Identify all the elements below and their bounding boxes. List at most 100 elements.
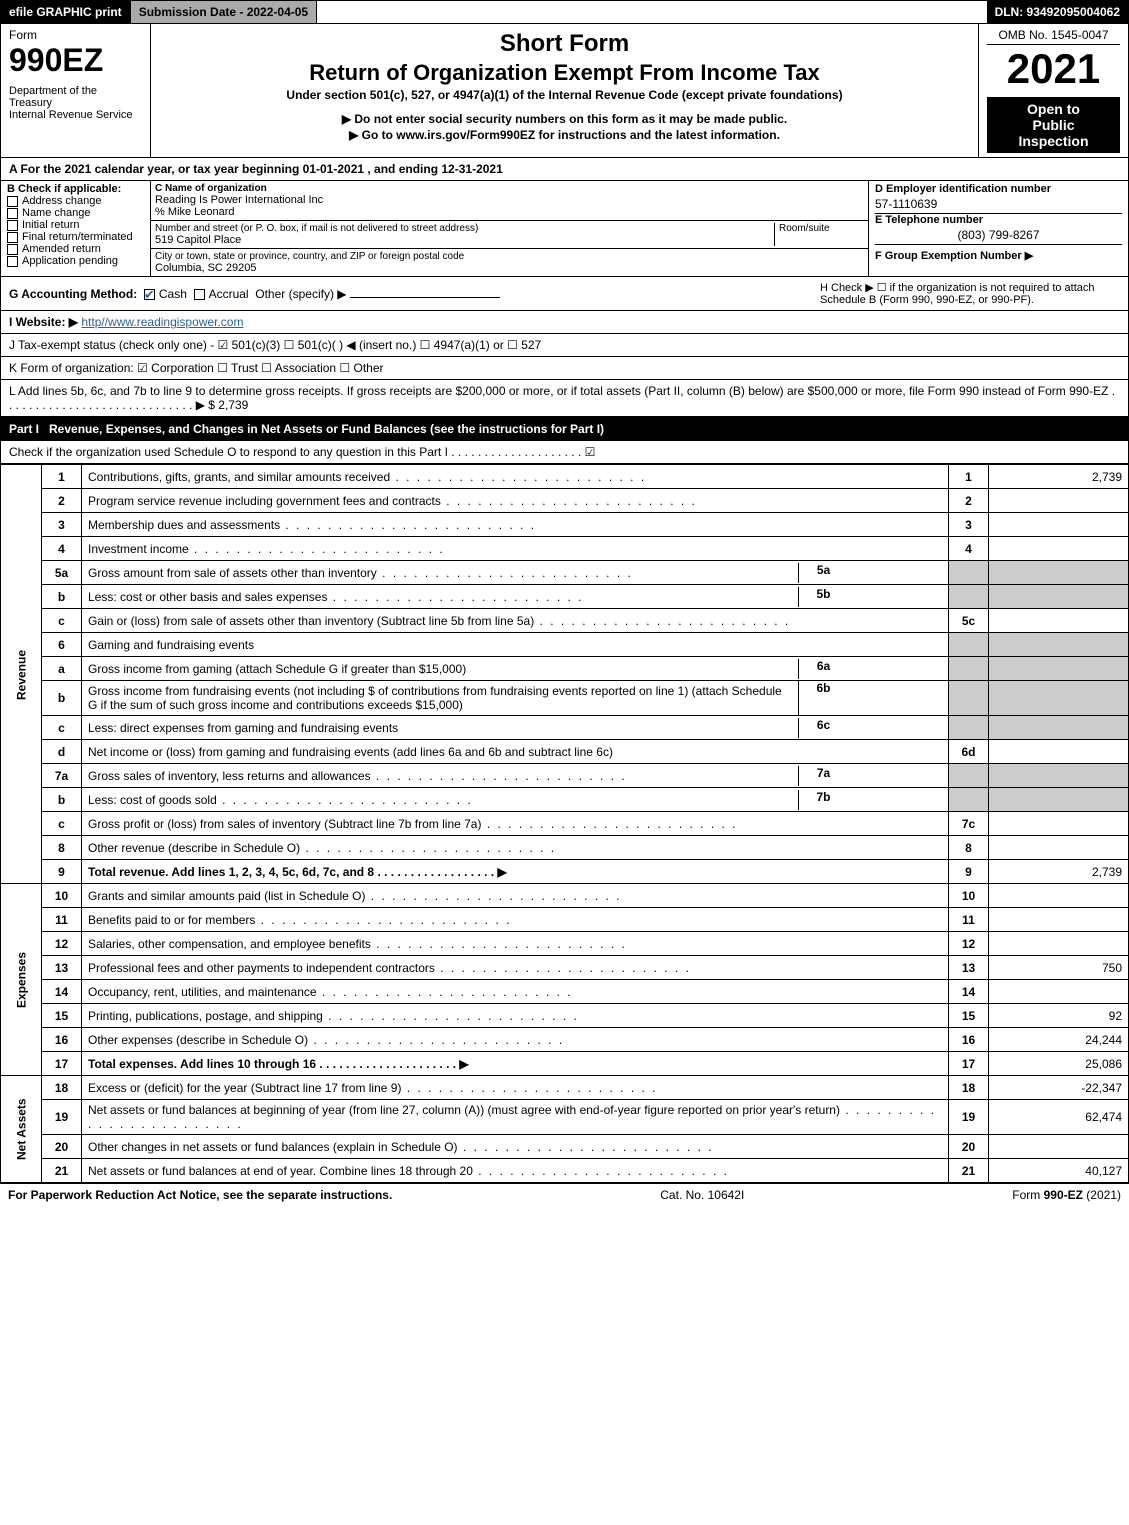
line-5a-wrap: Gross amount from sale of assets other t… bbox=[82, 561, 949, 585]
line-19-rn: 19 bbox=[949, 1100, 989, 1135]
line-16-amt: 24,244 bbox=[989, 1028, 1129, 1052]
line-5a-num: 5a bbox=[42, 561, 82, 585]
cb-name-change[interactable]: Name change bbox=[7, 207, 144, 219]
goto-link[interactable]: ▶ Go to www.irs.gov/Form990EZ for instru… bbox=[159, 128, 970, 142]
website-link[interactable]: http//www.readingispower.com bbox=[81, 315, 243, 329]
cb-final-return[interactable]: Final return/terminated bbox=[7, 231, 144, 243]
label-group-exemption: F Group Exemption Number ▶ bbox=[875, 245, 1122, 262]
cb-address-change[interactable]: Address change bbox=[7, 195, 144, 207]
form-number: 990EZ bbox=[9, 42, 142, 79]
line-5b-wrap: Less: cost or other basis and sales expe… bbox=[82, 585, 949, 609]
footer-left: For Paperwork Reduction Act Notice, see … bbox=[8, 1188, 392, 1202]
line-14-num: 14 bbox=[42, 980, 82, 1004]
line-5b-sn: 5b bbox=[798, 587, 848, 607]
line-6c-num: c bbox=[42, 716, 82, 740]
dept-line2: Internal Revenue Service bbox=[9, 109, 142, 121]
efile-print-btn[interactable]: efile GRAPHIC print bbox=[1, 1, 131, 23]
open-line1: Open to bbox=[991, 101, 1116, 117]
line-1-desc: Contributions, gifts, grants, and simila… bbox=[82, 465, 949, 489]
line-5b-rn bbox=[949, 585, 989, 609]
line-18-amt: -22,347 bbox=[989, 1076, 1129, 1100]
line-18-desc: Excess or (deficit) for the year (Subtra… bbox=[82, 1076, 949, 1100]
line-5b-desc: Less: cost or other basis and sales expe… bbox=[88, 590, 584, 604]
revenue-vlabel: Revenue bbox=[1, 465, 42, 884]
form-header: Form 990EZ Department of the Treasury In… bbox=[0, 24, 1129, 158]
line-3-num: 3 bbox=[42, 513, 82, 537]
line-6d-rn: 6d bbox=[949, 740, 989, 764]
line-15-amt: 92 bbox=[989, 1004, 1129, 1028]
cb-application-pending[interactable]: Application pending bbox=[7, 255, 144, 267]
line-6c-wrap: Less: direct expenses from gaming and fu… bbox=[82, 716, 949, 740]
page-footer: For Paperwork Reduction Act Notice, see … bbox=[0, 1183, 1129, 1206]
line-10-desc: Grants and similar amounts paid (list in… bbox=[82, 884, 949, 908]
line-15-rn: 15 bbox=[949, 1004, 989, 1028]
ein: 57-1110639 bbox=[875, 195, 1122, 214]
cb-amended-return[interactable]: Amended return bbox=[7, 243, 144, 255]
line-6b-wrap: Gross income from fundraising events (no… bbox=[82, 681, 949, 716]
line-10-num: 10 bbox=[42, 884, 82, 908]
section-g-label: G Accounting Method: bbox=[9, 287, 137, 301]
line-11-amt bbox=[989, 908, 1129, 932]
line-18-rn: 18 bbox=[949, 1076, 989, 1100]
line-13-amt: 750 bbox=[989, 956, 1129, 980]
line-6-desc: Gaming and fundraising events bbox=[82, 633, 949, 657]
line-4-desc: Investment income bbox=[82, 537, 949, 561]
line-18-num: 18 bbox=[42, 1076, 82, 1100]
line-1-rn: 1 bbox=[949, 465, 989, 489]
line-5a-rn bbox=[949, 561, 989, 585]
line-4-num: 4 bbox=[42, 537, 82, 561]
line-7b-samt bbox=[848, 790, 948, 810]
line-6-amt bbox=[989, 633, 1129, 657]
line-15-num: 15 bbox=[42, 1004, 82, 1028]
line-5b-samt bbox=[848, 587, 948, 607]
open-public-inspection: Open to Public Inspection bbox=[987, 97, 1120, 153]
cb-accrual[interactable] bbox=[194, 289, 205, 300]
room-suite-label: Room/suite bbox=[774, 223, 864, 246]
cb-initial-return[interactable]: Initial return bbox=[7, 219, 144, 231]
line-6d-amt bbox=[989, 740, 1129, 764]
line-6c-rn bbox=[949, 716, 989, 740]
line-21-amt: 40,127 bbox=[989, 1159, 1129, 1183]
other-label: Other (specify) ▶ bbox=[255, 287, 346, 301]
line-12-amt bbox=[989, 932, 1129, 956]
section-i: I Website: ▶ http//www.readingispower.co… bbox=[0, 310, 1129, 334]
line-12-rn: 12 bbox=[949, 932, 989, 956]
line-9-amt: 2,739 bbox=[989, 860, 1129, 884]
line-6a-wrap: Gross income from gaming (attach Schedul… bbox=[82, 657, 949, 681]
part1-check-line: Check if the organization used Schedule … bbox=[0, 441, 1129, 464]
website-label: I Website: ▶ bbox=[9, 315, 78, 329]
part1-title: Revenue, Expenses, and Changes in Net As… bbox=[49, 422, 604, 436]
tax-year: 2021 bbox=[987, 45, 1120, 93]
line-20-rn: 20 bbox=[949, 1135, 989, 1159]
line-6-num: 6 bbox=[42, 633, 82, 657]
line-21-rn: 21 bbox=[949, 1159, 989, 1183]
line-7a-wrap: Gross sales of inventory, less returns a… bbox=[82, 764, 949, 788]
line-13-rn: 13 bbox=[949, 956, 989, 980]
line-11-num: 11 bbox=[42, 908, 82, 932]
line-20-amt bbox=[989, 1135, 1129, 1159]
line-1-amt: 2,739 bbox=[989, 465, 1129, 489]
submission-date: Submission Date - 2022-04-05 bbox=[131, 1, 317, 23]
line-6d-desc: Net income or (loss) from gaming and fun… bbox=[82, 740, 949, 764]
open-line2: Public bbox=[991, 117, 1116, 133]
line-9-desc: Total revenue. Add lines 1, 2, 3, 4, 5c,… bbox=[82, 860, 949, 884]
open-line3: Inspection bbox=[991, 133, 1116, 149]
line-2-amt bbox=[989, 489, 1129, 513]
line-6b-num: b bbox=[42, 681, 82, 716]
line-7b-num: b bbox=[42, 788, 82, 812]
label-city: City or town, state or province, country… bbox=[155, 251, 864, 262]
line-17-rn: 17 bbox=[949, 1052, 989, 1076]
line-16-rn: 16 bbox=[949, 1028, 989, 1052]
line-19-desc: Net assets or fund balances at beginning… bbox=[82, 1100, 949, 1135]
section-l-amount: 2,739 bbox=[218, 398, 248, 412]
line-7b-amt bbox=[989, 788, 1129, 812]
telephone: (803) 799-8267 bbox=[875, 226, 1122, 245]
line-6a-samt bbox=[848, 659, 948, 679]
accrual-label: Accrual bbox=[209, 287, 249, 301]
cb-cash[interactable] bbox=[144, 289, 155, 300]
line-6a-rn bbox=[949, 657, 989, 681]
section-l: L Add lines 5b, 6c, and 7b to line 9 to … bbox=[0, 380, 1129, 417]
title-short-form: Short Form bbox=[159, 30, 970, 58]
line-11-rn: 11 bbox=[949, 908, 989, 932]
top-bar: efile GRAPHIC print Submission Date - 20… bbox=[0, 0, 1129, 24]
